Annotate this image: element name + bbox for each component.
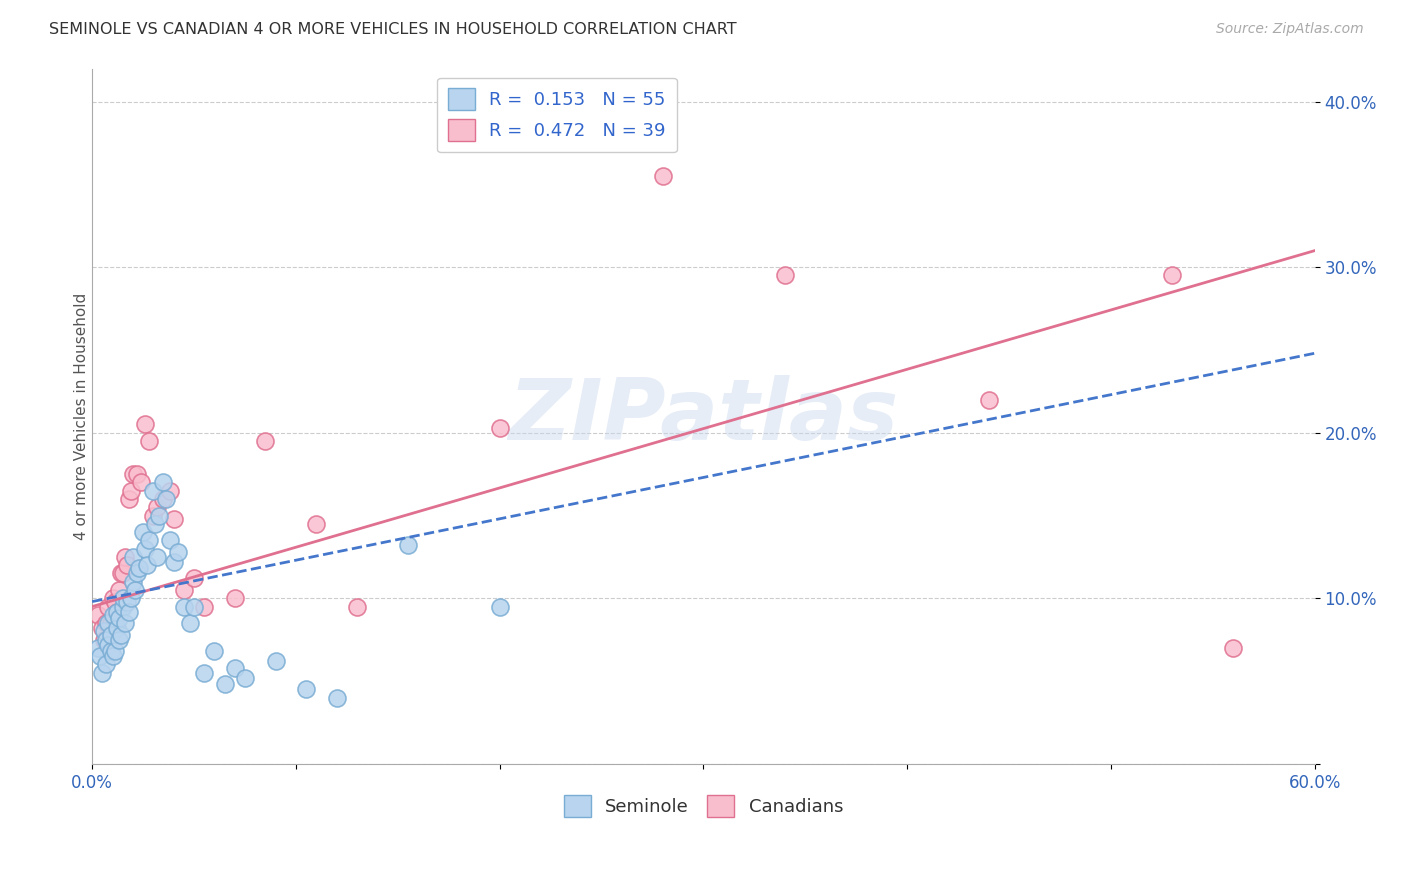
- Point: [254, 434, 277, 448]
- Point: [1222, 640, 1244, 655]
- Point: [118, 491, 141, 506]
- Text: SEMINOLE VS CANADIAN 4 OR MORE VEHICLES IN HOUSEHOLD CORRELATION CHART: SEMINOLE VS CANADIAN 4 OR MORE VEHICLES …: [49, 22, 737, 37]
- Point: [152, 491, 174, 506]
- Point: [93, 624, 115, 639]
- Point: [305, 516, 328, 531]
- Point: [96, 657, 118, 672]
- Point: [155, 491, 177, 506]
- Point: [264, 654, 287, 668]
- Point: [115, 558, 138, 573]
- Text: Source: ZipAtlas.com: Source: ZipAtlas.com: [1216, 22, 1364, 37]
- Point: [120, 483, 142, 498]
- Text: ZIPatlas: ZIPatlas: [509, 375, 898, 458]
- Point: [224, 661, 246, 675]
- Point: [146, 549, 169, 564]
- Point: [104, 644, 127, 658]
- Point: [111, 591, 134, 606]
- Point: [107, 582, 129, 597]
- Point: [115, 594, 138, 608]
- Point: [488, 599, 510, 614]
- Point: [142, 508, 165, 523]
- Point: [97, 638, 120, 652]
- Point: [193, 665, 215, 680]
- Point: [1161, 268, 1184, 283]
- Point: [163, 555, 186, 569]
- Point: [114, 549, 136, 564]
- Point: [87, 640, 110, 655]
- Point: [204, 644, 226, 658]
- Point: [104, 594, 127, 608]
- Point: [89, 649, 111, 664]
- Point: [183, 599, 205, 614]
- Point: [100, 616, 122, 631]
- Point: [91, 621, 114, 635]
- Point: [100, 644, 122, 658]
- Point: [325, 690, 347, 705]
- Point: [138, 533, 160, 548]
- Point: [93, 632, 115, 647]
- Point: [101, 607, 124, 622]
- Point: [100, 628, 122, 642]
- Point: [111, 566, 134, 581]
- Point: [125, 467, 148, 482]
- Point: [114, 616, 136, 631]
- Point: [128, 561, 150, 575]
- Point: [134, 417, 156, 432]
- Point: [138, 434, 160, 448]
- Point: [179, 616, 201, 631]
- Point: [233, 671, 256, 685]
- Point: [488, 421, 510, 435]
- Point: [118, 605, 141, 619]
- Point: [124, 582, 146, 597]
- Point: [136, 558, 159, 573]
- Point: [173, 599, 195, 614]
- Point: [122, 574, 145, 589]
- Point: [101, 591, 124, 606]
- Point: [107, 632, 129, 647]
- Point: [110, 628, 132, 642]
- Point: [97, 599, 120, 614]
- Point: [173, 582, 195, 597]
- Point: [148, 508, 170, 523]
- Point: [977, 392, 1000, 407]
- Point: [224, 591, 246, 606]
- Point: [146, 500, 169, 515]
- Point: [125, 566, 148, 581]
- Y-axis label: 4 or more Vehicles in Household: 4 or more Vehicles in Household: [73, 293, 89, 540]
- Point: [214, 677, 236, 691]
- Point: [120, 591, 142, 606]
- Point: [105, 621, 128, 635]
- Point: [166, 545, 188, 559]
- Point: [97, 616, 120, 631]
- Point: [122, 467, 145, 482]
- Point: [773, 268, 796, 283]
- Point: [159, 483, 181, 498]
- Point: [111, 599, 134, 614]
- Legend: Seminole, Canadians: Seminole, Canadians: [557, 788, 851, 824]
- Point: [346, 599, 368, 614]
- Point: [142, 483, 165, 498]
- Point: [91, 665, 114, 680]
- Point: [152, 475, 174, 490]
- Point: [101, 649, 124, 664]
- Point: [183, 571, 205, 585]
- Point: [396, 538, 419, 552]
- Point: [193, 599, 215, 614]
- Point: [143, 516, 166, 531]
- Point: [96, 632, 118, 647]
- Point: [105, 605, 128, 619]
- Point: [87, 607, 110, 622]
- Point: [105, 605, 128, 619]
- Point: [110, 566, 132, 581]
- Point: [122, 549, 145, 564]
- Point: [159, 533, 181, 548]
- Point: [163, 512, 186, 526]
- Point: [129, 475, 152, 490]
- Point: [134, 541, 156, 556]
- Point: [295, 682, 318, 697]
- Point: [132, 524, 155, 539]
- Point: [107, 611, 129, 625]
- Point: [651, 169, 673, 183]
- Point: [96, 616, 118, 631]
